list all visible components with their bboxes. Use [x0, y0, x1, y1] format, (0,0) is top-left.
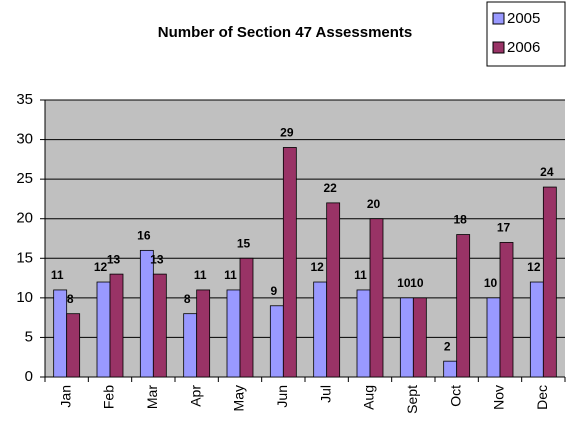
y-tick-label: 20	[16, 210, 33, 227]
data-label: 10	[484, 276, 498, 290]
y-tick-label: 15	[16, 249, 33, 266]
data-label: 16	[137, 229, 151, 243]
x-tick-label: Jan	[57, 385, 73, 408]
bar	[269, 305, 284, 378]
x-tick-label: Jun	[274, 385, 290, 408]
bar	[226, 289, 241, 378]
data-label: 12	[310, 260, 324, 274]
x-tick-label: Mar	[144, 385, 160, 409]
legend-swatch	[492, 12, 505, 25]
data-label: 12	[94, 260, 108, 274]
data-label: 11	[354, 268, 367, 282]
y-tick-label: 0	[25, 368, 33, 385]
bar	[412, 297, 427, 378]
bar	[313, 281, 328, 378]
bar	[152, 273, 167, 378]
bar	[542, 186, 557, 378]
x-tick-label: Apr	[187, 385, 203, 407]
legend-label: 2005	[507, 10, 540, 27]
legend-swatch	[492, 41, 505, 54]
bar	[369, 218, 384, 378]
data-label: 10	[410, 276, 424, 290]
x-tick-label: Dec	[534, 385, 550, 410]
data-label: 12	[527, 260, 541, 274]
legend-box	[486, 1, 566, 67]
data-label: 20	[367, 197, 381, 211]
y-tick-label: 30	[16, 131, 33, 148]
bar	[96, 281, 111, 378]
bar	[456, 234, 471, 378]
data-label: 8	[67, 292, 74, 306]
bar	[53, 289, 68, 378]
data-label: 13	[107, 252, 121, 266]
data-label: 10	[397, 276, 411, 290]
data-label: 2	[444, 339, 451, 353]
x-tick-label: Feb	[101, 385, 117, 409]
data-label: 15	[237, 236, 251, 250]
data-label: 24	[540, 165, 554, 179]
data-label: 29	[280, 126, 294, 140]
bar	[443, 360, 458, 378]
data-label: 11	[51, 268, 64, 282]
bar	[529, 281, 544, 378]
x-tick-label: Jul	[317, 385, 333, 403]
y-tick-label: 10	[16, 289, 33, 306]
data-label: 11	[194, 268, 207, 282]
data-label: 13	[150, 252, 164, 266]
bar	[196, 289, 211, 378]
chart-title: Number of Section 47 Assessments	[158, 24, 413, 41]
data-label: 9	[270, 284, 277, 298]
x-tick-label: Sept	[404, 385, 420, 414]
bar	[499, 242, 514, 378]
x-tick-label: Oct	[447, 385, 463, 407]
x-tick-label: Aug	[361, 385, 377, 410]
y-tick-label: 25	[16, 170, 33, 187]
plot-area	[45, 100, 565, 377]
legend-label: 2006	[507, 39, 540, 56]
y-tick-label: 35	[16, 91, 33, 108]
bar	[239, 257, 254, 378]
data-label: 18	[453, 213, 467, 227]
data-label: 22	[323, 181, 337, 195]
x-tick-label: Nov	[491, 385, 507, 410]
bar	[66, 313, 81, 378]
data-label: 17	[497, 221, 511, 235]
bar	[139, 249, 154, 378]
data-label: 11	[224, 268, 237, 282]
data-label: 8	[184, 292, 191, 306]
bar	[326, 202, 341, 378]
bar	[399, 297, 414, 378]
bar	[183, 313, 198, 378]
bar	[486, 297, 501, 378]
bar	[356, 289, 371, 378]
bar	[282, 147, 297, 378]
y-tick-label: 5	[25, 328, 33, 345]
bar	[109, 273, 124, 378]
x-tick-label: May	[231, 385, 247, 411]
